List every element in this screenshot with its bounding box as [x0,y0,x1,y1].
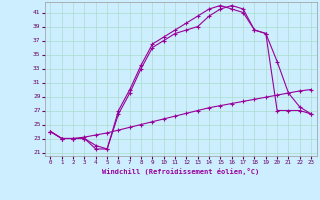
X-axis label: Windchill (Refroidissement éolien,°C): Windchill (Refroidissement éolien,°C) [102,168,260,175]
